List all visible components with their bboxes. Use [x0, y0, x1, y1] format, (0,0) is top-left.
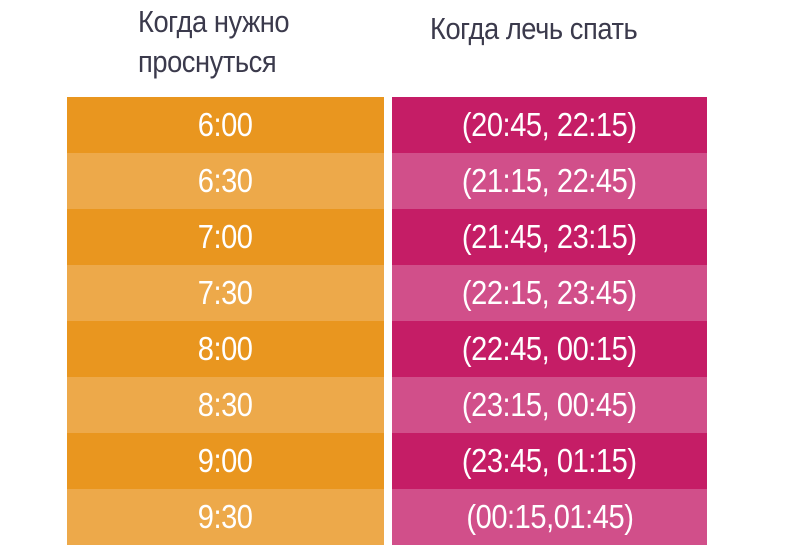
sleep-schedule-table: 6:00 (20:45, 22:15) 6:30 (21:15, 22:45) … — [67, 97, 707, 545]
bedtime-cell: (21:15, 22:45) — [392, 153, 707, 209]
wake-time-cell: 8:30 — [67, 377, 384, 433]
bedtime-cell: (23:45, 01:15) — [392, 433, 707, 489]
bedtime-cell: (22:45, 00:15) — [392, 321, 707, 377]
wake-time-cell: 6:00 — [67, 97, 384, 153]
wake-time-cell: 9:00 — [67, 433, 384, 489]
bedtime-cell: (00:15,01:45) — [392, 489, 707, 545]
bedtime-header: Когда лечь спать — [430, 11, 638, 46]
table-row: 8:00 (22:45, 00:15) — [67, 321, 707, 377]
table-row: 9:00 (23:45, 01:15) — [67, 433, 707, 489]
wake-time-cell: 7:00 — [67, 209, 384, 265]
bedtime-cell: (23:15, 00:45) — [392, 377, 707, 433]
wake-time-header-line2: проснуться — [138, 44, 277, 79]
wake-time-cell: 7:30 — [67, 265, 384, 321]
table-row: 9:30 (00:15,01:45) — [67, 489, 707, 545]
bedtime-cell: (20:45, 22:15) — [392, 97, 707, 153]
table-row: 7:00 (21:45, 23:15) — [67, 209, 707, 265]
wake-time-cell: 6:30 — [67, 153, 384, 209]
wake-time-header-line1: Когда нужно — [138, 4, 290, 39]
table-row: 6:30 (21:15, 22:45) — [67, 153, 707, 209]
table-row: 6:00 (20:45, 22:15) — [67, 97, 707, 153]
bedtime-cell: (22:15, 23:45) — [392, 265, 707, 321]
wake-time-header: Когда нужно проснуться — [138, 2, 376, 82]
table-row: 8:30 (23:15, 00:45) — [67, 377, 707, 433]
table-row: 7:30 (22:15, 23:45) — [67, 265, 707, 321]
wake-time-cell: 8:00 — [67, 321, 384, 377]
wake-time-cell: 9:30 — [67, 489, 384, 545]
bedtime-cell: (21:45, 23:15) — [392, 209, 707, 265]
